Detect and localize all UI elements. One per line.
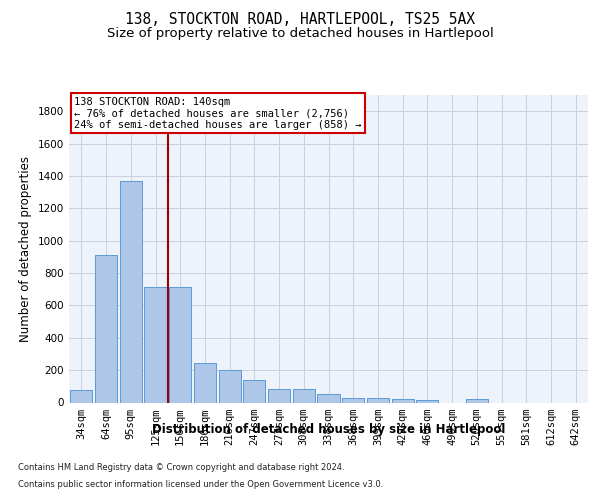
Text: 138 STOCKTON ROAD: 140sqm
← 76% of detached houses are smaller (2,756)
24% of se: 138 STOCKTON ROAD: 140sqm ← 76% of detac… <box>74 96 362 130</box>
Bar <box>367 398 389 402</box>
Bar <box>342 398 364 402</box>
Bar <box>392 400 414 402</box>
Bar <box>293 388 315 402</box>
Bar <box>119 181 142 402</box>
Bar <box>243 380 265 402</box>
Text: Contains public sector information licensed under the Open Government Licence v3: Contains public sector information licen… <box>18 480 383 489</box>
Bar <box>317 394 340 402</box>
Bar <box>268 388 290 402</box>
Bar <box>169 287 191 403</box>
Y-axis label: Number of detached properties: Number of detached properties <box>19 156 32 342</box>
Text: Contains HM Land Registry data © Crown copyright and database right 2024.: Contains HM Land Registry data © Crown c… <box>18 462 344 471</box>
Bar <box>416 400 439 402</box>
Text: Size of property relative to detached houses in Hartlepool: Size of property relative to detached ho… <box>107 28 493 40</box>
Bar <box>95 255 117 402</box>
Bar <box>466 400 488 402</box>
Text: Distribution of detached houses by size in Hartlepool: Distribution of detached houses by size … <box>152 422 505 436</box>
Text: 138, STOCKTON ROAD, HARTLEPOOL, TS25 5AX: 138, STOCKTON ROAD, HARTLEPOOL, TS25 5AX <box>125 12 475 28</box>
Bar <box>194 363 216 403</box>
Bar <box>145 287 167 403</box>
Bar <box>70 390 92 402</box>
Bar <box>218 370 241 402</box>
